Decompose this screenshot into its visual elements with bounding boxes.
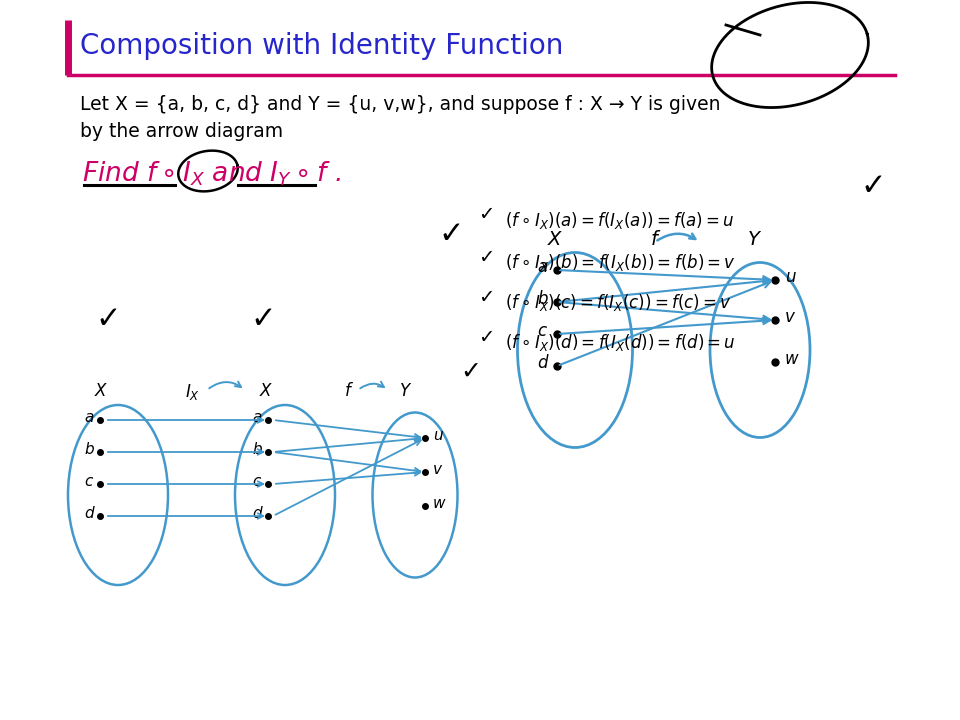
Text: ✓: ✓ <box>478 288 494 307</box>
Text: $(f \circ I_X)(a) = f(I_X(a)) = f(a) = u$: $(f \circ I_X)(a) = f(I_X(a)) = f(a) = u… <box>505 210 734 231</box>
Text: $(f \circ I_X)(c) = f(I_X(c)) = f(c) = v$: $(f \circ I_X)(c) = f(I_X(c)) = f(c) = v… <box>505 292 732 313</box>
Text: c: c <box>252 474 260 488</box>
Text: ✓: ✓ <box>438 220 464 249</box>
Text: c: c <box>84 474 92 488</box>
Text: by the arrow diagram: by the arrow diagram <box>80 122 283 141</box>
Text: ✓: ✓ <box>478 205 494 224</box>
Text: $(f \circ I_X)(b) = f(I_X(b)) = f(b) = v$: $(f \circ I_X)(b) = f(I_X(b)) = f(b) = v… <box>505 252 736 273</box>
Text: ✓: ✓ <box>95 305 121 334</box>
Text: b: b <box>252 441 262 456</box>
Text: ✓: ✓ <box>860 172 885 201</box>
Text: ✓: ✓ <box>478 328 494 347</box>
Text: X: X <box>260 382 272 400</box>
Text: Composition with Identity Function: Composition with Identity Function <box>80 32 564 60</box>
Text: u: u <box>433 428 443 443</box>
Text: w: w <box>433 495 445 510</box>
Text: w: w <box>785 350 799 368</box>
Text: X: X <box>95 382 107 400</box>
Text: f: f <box>345 382 350 400</box>
Text: ✓: ✓ <box>460 360 481 384</box>
Text: u: u <box>785 268 796 286</box>
Text: d: d <box>252 505 262 521</box>
Text: v: v <box>433 462 442 477</box>
Text: Find $f \circ I_X$ and $I_Y \circ f$ .: Find $f \circ I_X$ and $I_Y \circ f$ . <box>82 160 341 189</box>
Text: a: a <box>84 410 93 425</box>
Text: b: b <box>537 290 547 308</box>
Text: $I_X$: $I_X$ <box>185 382 200 402</box>
Text: c: c <box>537 322 546 340</box>
Text: v: v <box>785 308 795 326</box>
Text: $(f \circ I_X)(d) = f(I_X(d)) = f(d) = u$: $(f \circ I_X)(d) = f(I_X(d)) = f(d) = u… <box>505 332 735 353</box>
Text: d: d <box>537 354 547 372</box>
Text: ✓: ✓ <box>478 248 494 267</box>
Text: f: f <box>651 230 658 249</box>
Text: a: a <box>252 410 261 425</box>
Text: ✓: ✓ <box>250 305 276 334</box>
Text: Y: Y <box>748 230 760 249</box>
Text: d: d <box>84 505 94 521</box>
Text: a: a <box>537 258 547 276</box>
Text: Let X = {a, b, c, d} and Y = {u, v,w}, and suppose f : X → Y is given: Let X = {a, b, c, d} and Y = {u, v,w}, a… <box>80 95 721 114</box>
Text: Y: Y <box>400 382 410 400</box>
Text: X: X <box>548 230 562 249</box>
Text: b: b <box>84 441 94 456</box>
